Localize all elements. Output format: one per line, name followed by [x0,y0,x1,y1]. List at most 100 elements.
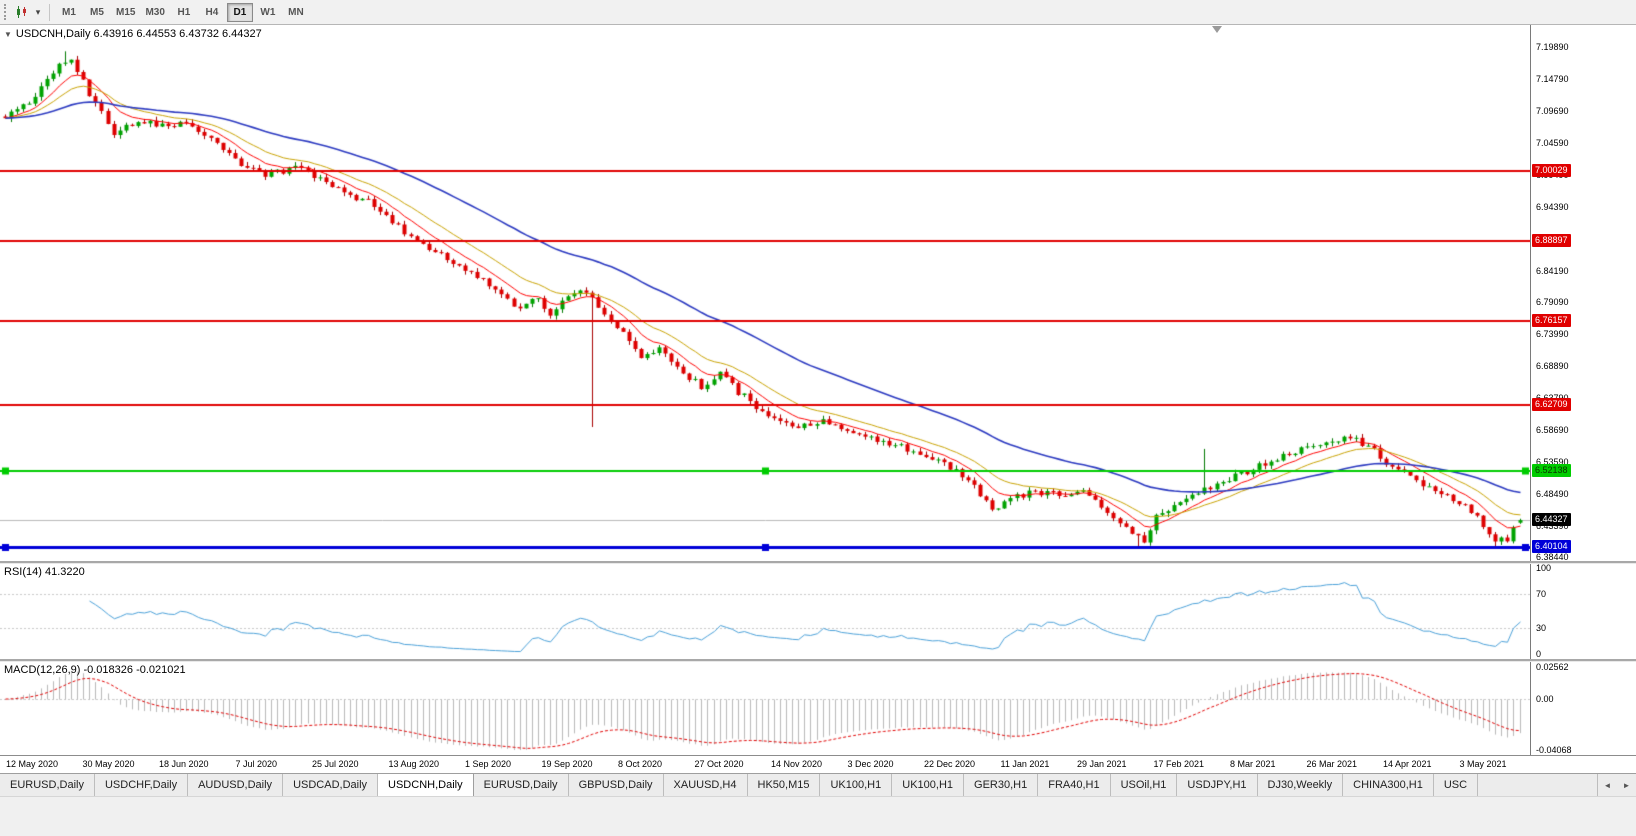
date-label: 18 Jun 2020 [159,759,209,769]
timeframe-toolbar: ▾ M1 M5 M15 M30 H1 H4 D1 W1 MN [0,0,1636,25]
timeframe-button-m30[interactable]: M30 [145,6,165,18]
toolbar-separator [49,3,50,21]
chart-tab-usdcnh-daily[interactable]: USDCNH,Daily [378,774,474,796]
macd-axis: 0.02562 0.00 -0.04068 [1531,662,1635,755]
timeframe-buttons: M1 M5 M15 M30 H1 H4 D1 W1 MN [55,2,310,22]
chart-tab-eurusd-daily[interactable]: EURUSD,Daily [474,774,569,796]
resistance-badge-1[interactable]: 7.00029 [1532,164,1571,178]
chart-tab-eurusd-daily[interactable]: EURUSD,Daily [0,774,95,796]
price-tick-label: 6.73990 [1536,329,1569,340]
price-chart-canvas[interactable] [0,25,1530,561]
chart-tab-ger30-h1[interactable]: GER30,H1 [964,774,1039,796]
date-label: 8 Oct 2020 [618,759,663,769]
chart-tab-usdjpy-h1[interactable]: USDJPY,H1 [1177,774,1258,796]
macd-tick-label: 0.00 [1536,694,1554,705]
rsi-plot: RSI(14) 41.3220 [0,564,1531,659]
timeframe-button-m1[interactable]: M1 [62,6,76,18]
resistance-badge-2[interactable]: 6.88897 [1532,234,1571,248]
date-label: 13 Aug 2020 [388,759,440,769]
date-label: 17 Feb 2021 [1153,759,1205,769]
date-label: 1 Sep 2020 [465,759,512,769]
chevron-down-icon[interactable]: ▾ [35,6,41,17]
date-label: 14 Apr 2021 [1383,759,1432,769]
price-tick-label: 7.09690 [1536,105,1569,116]
support-badge-blue[interactable]: 6.40104 [1532,539,1571,553]
chart-tab-usdchf-daily[interactable]: USDCHF,Daily [95,774,189,796]
macd-label: MACD(12,26,9) -0.018326 -0.021021 [4,664,186,676]
chart-tab-hk50-m15[interactable]: HK50,M15 [748,774,821,796]
support-badge-green[interactable]: 6.52138 [1532,464,1571,478]
current-price-badge[interactable]: 6.44327 [1532,513,1571,527]
price-tick-label: 6.84190 [1536,265,1569,276]
date-label: 14 Nov 2020 [771,759,823,769]
chart-tab-usoil-h1[interactable]: USOil,H1 [1111,774,1178,796]
date-label: 29 Jan 2021 [1077,759,1127,769]
macd-tick-label: 0.02562 [1536,662,1569,672]
resistance-badge-3[interactable]: 6.76157 [1532,313,1571,327]
candlestick-chart-icon [17,6,26,18]
chart-type-button[interactable] [12,2,32,22]
price-axis: 7.198907.147907.096907.045906.994906.943… [1531,25,1635,561]
date-label: 19 Sep 2020 [541,759,593,769]
main-chart-panel: ▼ USDCNH,Daily 6.43916 6.44553 6.43732 6… [0,25,1636,561]
timeframe-button-m15[interactable]: M15 [116,6,136,18]
price-tick-label: 6.68890 [1536,361,1569,372]
price-tick-label: 6.58690 [1536,425,1569,436]
price-plot: ▼ USDCNH,Daily 6.43916 6.44553 6.43732 6… [0,25,1531,561]
chart-tab-usdcad-daily[interactable]: USDCAD,Daily [283,774,379,796]
chart-tab-audusd-daily[interactable]: AUDUSD,Daily [188,774,284,796]
chart-tabs: EURUSD,Daily USDCHF,Daily AUDUSD,Daily USDC… [0,774,1598,796]
rsi-tick-label: 100 [1536,564,1552,573]
timeframe-button-w1[interactable]: W1 [260,6,276,18]
date-label: 27 Oct 2020 [694,759,744,769]
chart-tab-fra40-h1[interactable]: FRA40,H1 [1038,774,1111,796]
rsi-tick-label: 30 [1536,623,1547,634]
rsi-tick-label: 0 [1536,649,1542,659]
chart-tab-gbpusd-daily[interactable]: GBPUSD,Daily [569,774,664,796]
chart-title: USDCNH,Daily 6.43916 6.44553 6.43732 6.4… [15,28,262,40]
macd-indicator-canvas[interactable] [0,662,1530,755]
chart-tab-xauusd-h4[interactable]: XAUUSD,H4 [664,774,748,796]
rsi-panel: RSI(14) 41.3220 100 70 30 0 [0,564,1636,659]
chart-tab-dj30-weekly[interactable]: DJ30,Weekly [1258,774,1344,796]
price-tick-label: 7.19890 [1536,42,1569,52]
chart-tabs-bar: EURUSD,Daily USDCHF,Daily AUDUSD,Daily USDC… [0,773,1636,796]
date-label: 11 Jan 2021 [1000,759,1050,769]
tabs-scroll-left-icon[interactable]: ◄ [1603,780,1612,790]
panel-splitter-1[interactable] [0,561,1636,564]
date-label: 7 Jul 2020 [235,759,278,769]
timeframe-button-d1[interactable]: D1 [226,2,253,22]
rsi-indicator-canvas[interactable] [0,564,1530,659]
chart-tab-uk100-h1[interactable]: UK100,H1 [820,774,893,796]
chart-shift-marker[interactable] [1212,26,1222,33]
price-tick-label: 6.48490 [1536,489,1569,500]
date-label: 12 May 2020 [6,759,59,769]
rsi-label: RSI(14) 41.3220 [4,566,85,578]
macd-plot: MACD(12,26,9) -0.018326 -0.021021 [0,662,1531,755]
timeframe-button-h4[interactable]: H4 [205,6,219,18]
tabs-scroll-right-icon[interactable]: ► [1622,780,1631,790]
price-tick-label: 7.04590 [1536,137,1569,148]
chart-tab-usc[interactable]: USC [1434,774,1479,796]
panel-splitter-2[interactable] [0,659,1636,662]
resistance-badge-4[interactable]: 6.62709 [1532,398,1571,412]
bottom-strip [0,796,1636,836]
date-label: 30 May 2020 [82,759,135,769]
collapse-chart-icon[interactable]: ▼ [4,29,12,39]
macd-tick-label: -0.04068 [1536,745,1572,755]
toolbar-grip-handle[interactable] [4,4,8,20]
rsi-axis: 100 70 30 0 [1531,564,1635,659]
date-label: 3 Dec 2020 [847,759,894,769]
chart-header: ▼ USDCNH,Daily 6.43916 6.44553 6.43732 6… [4,28,262,40]
timeframe-button-m5[interactable]: M5 [90,6,104,18]
timeframe-button-h1[interactable]: H1 [177,6,191,18]
timeframe-button-mn[interactable]: MN [288,6,304,18]
chart-tab-china300-h1[interactable]: CHINA300,H1 [1343,774,1434,796]
date-label: 26 Mar 2021 [1306,759,1358,769]
time-axis: 12 May 2020 30 May 2020 18 Jun 2020 7 Jul 2… [0,755,1636,773]
date-label: 22 Dec 2020 [924,759,976,769]
date-label: 3 May 2021 [1459,759,1507,769]
chart-tab-uk100-h1[interactable]: UK100,H1 [892,774,965,796]
price-tick-label: 7.14790 [1536,73,1569,84]
